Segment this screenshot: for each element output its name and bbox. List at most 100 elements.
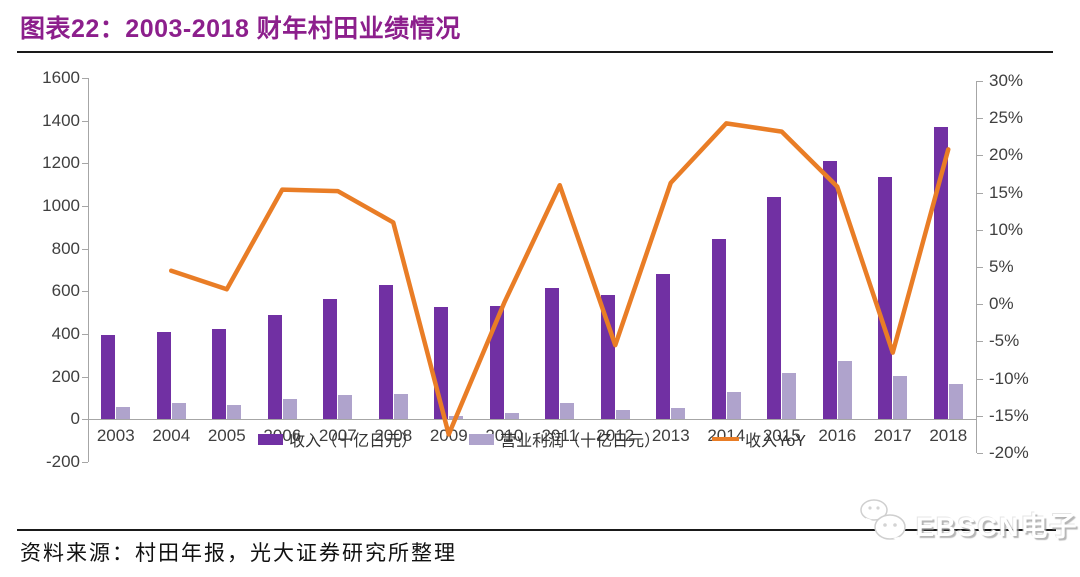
x-axis-label: 2011: [541, 426, 579, 446]
y-axis-right-tick: [977, 192, 983, 194]
source-note: 资料来源：村田年报，光大证券研究所整理: [20, 541, 457, 565]
y-axis-right-label: -20%: [989, 443, 1029, 462]
profit-bar: [893, 375, 908, 420]
profit-bar: [726, 391, 741, 420]
y-axis-right-label: 20%: [989, 145, 1024, 165]
y-axis-right-tick: [977, 229, 983, 231]
x-axis-label: 2007: [318, 426, 357, 446]
y-axis-left-label: 800: [51, 238, 80, 258]
y-axis-left-label: 1200: [42, 153, 80, 173]
profit-bar: [116, 406, 131, 420]
wechat-chat-bubbles-icon: [852, 499, 916, 551]
revenue-bar: [378, 284, 393, 420]
x-axis-label: 2015: [762, 426, 801, 446]
legend-label: 营业利润（十亿日元）: [500, 433, 661, 450]
legend-line-swatch: [712, 437, 740, 441]
y-axis-right-label: -10%: [989, 368, 1029, 388]
title-divider: [17, 51, 1053, 53]
chart-area: -200 0 200 400 600 800 1000 1200 1400 1600 -20% -15…: [0, 56, 1080, 476]
y-axis-right-tick: [977, 453, 983, 454]
profit-bar: [171, 403, 186, 420]
x-axis-label: 2012: [596, 426, 635, 446]
y-axis-left-label: 1400: [42, 110, 80, 130]
revenue-bar: [711, 239, 726, 420]
x-axis-label: 2013: [651, 426, 690, 446]
profit-bar: [227, 404, 242, 420]
profit-bar: [615, 409, 630, 420]
x-axis-label: 2005: [207, 426, 246, 446]
profit-bar: [560, 403, 575, 420]
y-axis-right-label: 0%: [989, 294, 1014, 314]
watermark-text: EBSCN电子: [916, 512, 1079, 542]
profit-bar: [338, 394, 353, 420]
y-axis-right-tick: [977, 415, 983, 417]
y-axis-left-tick: [82, 376, 88, 378]
y-axis-right-label: -5%: [989, 331, 1020, 351]
revenue-bar: [545, 288, 560, 420]
profit-bar: [671, 407, 686, 420]
y-axis-right-tick: [977, 378, 983, 380]
legend-label: 收入（十亿日元）: [289, 433, 418, 450]
y-axis-left-tick: [82, 334, 88, 335]
x-axis-label: 2016: [818, 426, 857, 446]
revenue-bar: [323, 298, 338, 420]
y-axis-left-label: 1000: [42, 196, 80, 215]
y-axis-left-tick: [82, 120, 88, 122]
x-axis-label: 2017: [873, 426, 912, 446]
y-axis-right-label: 30%: [989, 71, 1024, 90]
legend-bar-swatch: [258, 433, 284, 445]
profit-bar: [282, 399, 297, 420]
y-axis-left-label: 400: [51, 324, 80, 343]
y-axis-right-tick: [977, 81, 983, 82]
revenue-bar: [267, 314, 282, 420]
legend-item-revenue: 收入（十亿日元）: [258, 427, 417, 451]
y-axis-right-tick: [977, 341, 983, 343]
x-axis-label: 2018: [929, 426, 968, 446]
profit-bar: [504, 412, 519, 420]
legend-bar-swatch: [469, 433, 495, 445]
revenue-bar: [101, 335, 116, 420]
y-axis-right-tick: [977, 267, 983, 268]
y-axis-right-tick: [977, 118, 983, 120]
y-axis-left-label: 0: [70, 409, 80, 429]
profit-bar: [393, 393, 408, 420]
y-axis-left-label: -200: [45, 452, 80, 471]
revenue-bar: [822, 161, 837, 420]
y-axis-left-tick: [82, 462, 88, 463]
chart-legend: 收入（十亿日元） 营业利润（十亿日元） 收入YoY: [88, 426, 976, 452]
revenue-bar: [656, 274, 671, 420]
y-axis-right-label: -15%: [989, 405, 1029, 425]
figure-title: 图表22：2003-2018 财年村田业绩情况: [20, 15, 461, 43]
wechat-watermark: EBSCN电子: [852, 495, 1077, 551]
revenue-bar: [600, 294, 615, 420]
y-axis-right: [976, 81, 977, 453]
y-axis-right-label: 10%: [989, 219, 1024, 239]
y-axis-right-tick: [977, 304, 983, 306]
profit-bar: [948, 384, 963, 420]
y-axis-left: [88, 78, 89, 462]
yoy-line: [169, 121, 951, 437]
revenue-bar: [933, 127, 948, 420]
revenue-bar: [767, 197, 782, 420]
y-axis-left-label: 200: [51, 366, 80, 386]
y-axis-right-label: 25%: [989, 108, 1024, 128]
x-axis: [88, 419, 976, 421]
source-divider: [17, 529, 1056, 531]
revenue-bar: [878, 177, 893, 420]
x-axis-label: 2008: [374, 426, 413, 446]
legend-label: 收入YoY: [745, 433, 806, 450]
x-axis-label: 2003: [96, 426, 135, 446]
legend-item-yoy: 收入YoY: [712, 427, 806, 451]
profit-bar: [782, 373, 797, 420]
y-axis-right-label: 5%: [989, 257, 1014, 276]
y-axis-left-tick: [82, 206, 88, 207]
y-axis-left-tick: [82, 163, 88, 165]
legend-item-profit: 营业利润（十亿日元）: [469, 427, 660, 451]
y-axis-right-label: 15%: [989, 182, 1024, 202]
y-axis-left-label: 600: [51, 281, 80, 301]
profit-bar: [837, 360, 852, 420]
y-axis-left-tick: [82, 248, 88, 250]
y-axis-left-tick: [82, 419, 88, 421]
y-axis-right-tick: [977, 155, 983, 157]
